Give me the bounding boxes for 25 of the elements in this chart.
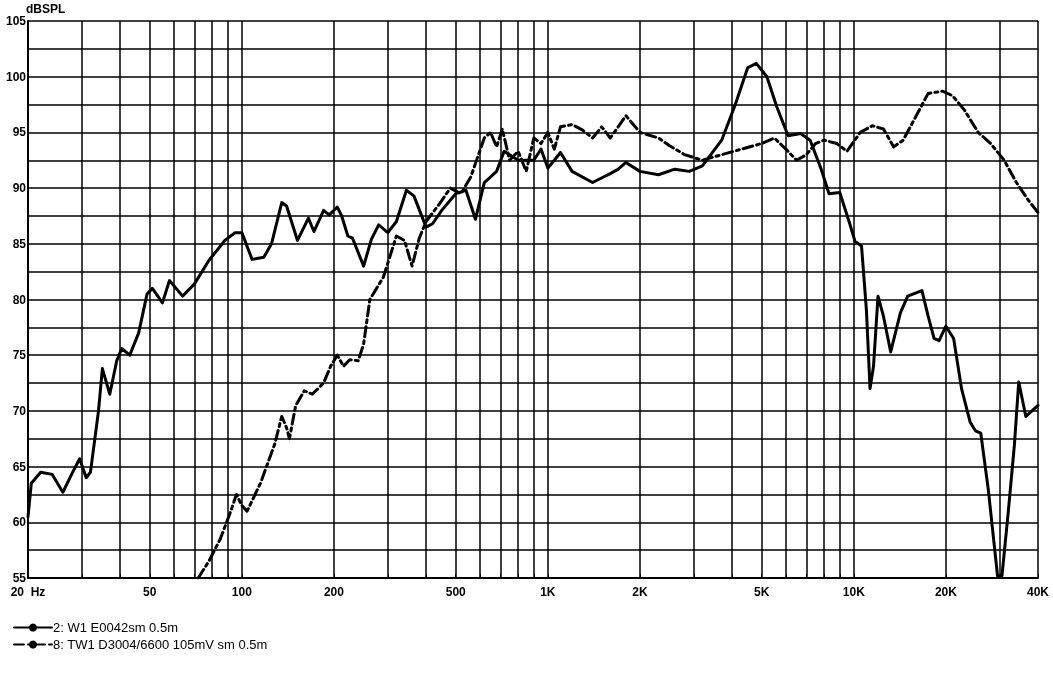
x-tick-label: 10K xyxy=(842,585,866,599)
y-axis-title: dBSPL xyxy=(26,2,66,17)
x-tick-label: 40K xyxy=(1026,585,1050,599)
x-tick-label: 2K xyxy=(632,585,648,599)
x-tick-label: 100 xyxy=(231,585,253,599)
legend-label: 8: TW1 D3004/6600 105mV sm 0.5m xyxy=(53,637,268,652)
y-tick-label: 70 xyxy=(12,403,27,418)
y-tick-label: 65 xyxy=(12,459,27,474)
y-tick-label: 95 xyxy=(12,125,27,140)
y-tick-label: 90 xyxy=(12,181,27,196)
x-tick-label: 200 xyxy=(323,585,345,599)
y-tick-label: 100 xyxy=(5,69,27,84)
x-tick-label: 50 xyxy=(143,585,157,599)
y-tick-label: 105 xyxy=(5,14,27,28)
x-tick-label: 500 xyxy=(445,585,467,599)
y-tick-label: 80 xyxy=(12,292,27,307)
y-tick-label: 75 xyxy=(12,348,27,363)
x-tick-label: 20K xyxy=(934,585,958,599)
legend-label: 2: W1 E0042sm 0.5m xyxy=(53,620,178,635)
x-tick-label: 20 Hz xyxy=(10,585,46,599)
y-tick-label: 55 xyxy=(12,571,27,585)
y-tick-label: 85 xyxy=(12,236,27,251)
y-tick-label: 60 xyxy=(12,515,27,530)
x-tick-label: 5K xyxy=(754,585,770,599)
x-tick-label: 1K xyxy=(540,585,556,599)
